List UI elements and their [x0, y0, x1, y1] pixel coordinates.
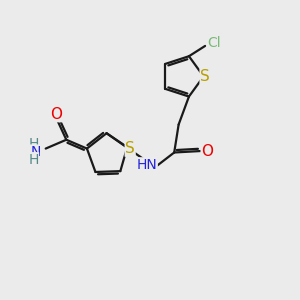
Text: Cl: Cl — [207, 36, 221, 50]
Text: N: N — [30, 145, 40, 159]
Text: O: O — [50, 106, 62, 122]
Text: H: H — [28, 153, 38, 167]
Text: S: S — [125, 141, 135, 156]
Text: S: S — [200, 69, 210, 84]
Text: HN: HN — [136, 158, 157, 172]
Text: O: O — [201, 143, 213, 158]
Text: H: H — [28, 137, 38, 151]
